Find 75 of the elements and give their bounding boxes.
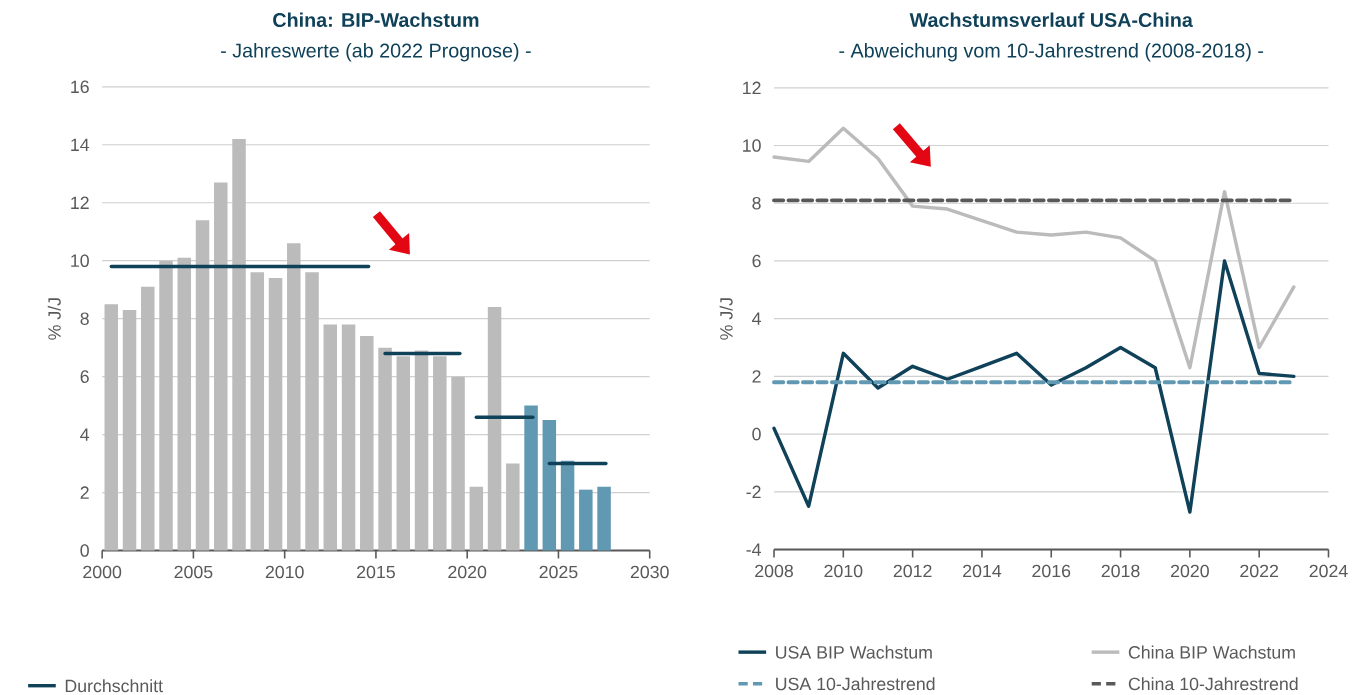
x-tick-label: 2015: [357, 565, 395, 579]
y-tick-label: 2: [80, 486, 89, 499]
bar: [287, 243, 301, 551]
bar: [524, 405, 538, 551]
chart-subtitle: - Abweichung vom 10-Jahrestrend (2008-2018) -: [839, 43, 1264, 62]
y-tick-label: 8: [80, 312, 89, 326]
y-tick-label: 8: [752, 197, 761, 210]
bar: [396, 356, 411, 551]
x-tick-label: 2018: [1101, 564, 1140, 578]
legend-label: Durchschnitt: [65, 679, 163, 693]
legend-label: China BIP Wachstum: [1128, 645, 1295, 659]
bar: [451, 376, 465, 551]
x-tick-label: 2016: [1032, 564, 1071, 578]
x-tick-label: 2020: [1171, 564, 1209, 578]
bar: [506, 463, 520, 551]
y-tick-label: 0: [752, 428, 761, 441]
bar: [560, 460, 575, 551]
bar: [360, 336, 374, 551]
y-tick-label: 14: [71, 138, 90, 152]
y-axis-title: % J/J: [47, 298, 61, 340]
x-tick-label: 2012: [893, 564, 932, 578]
bar: [141, 287, 155, 551]
line-series: [772, 126, 1296, 370]
legend-label: USA 10-Jahrestrend: [776, 677, 935, 691]
x-tick-label: 2010: [265, 565, 304, 579]
bar: [597, 486, 611, 551]
bar: [378, 347, 392, 551]
y-tick-label: 10: [743, 139, 761, 153]
bar: [104, 304, 119, 551]
chart-title: Wachstumsverlauf USA-China: [909, 12, 1193, 28]
chart-subtitle: - Jahreswerte (ab 2022 Prognose) -: [221, 43, 531, 62]
bar: [159, 260, 173, 551]
bar: [341, 324, 356, 551]
legend-label: USA BIP Wachstum: [776, 645, 932, 659]
x-tick-label: 2022: [1240, 564, 1279, 578]
y-tick-label: 2: [752, 370, 761, 383]
x-tick-label: 2020: [448, 565, 487, 579]
x-tick-label: 2010: [824, 564, 863, 578]
bar: [268, 278, 283, 551]
bar: [250, 272, 265, 551]
y-tick-label: -2: [746, 485, 761, 499]
x-tick-label: 2000: [83, 565, 122, 579]
line-series: [772, 259, 1296, 514]
bar: [469, 486, 484, 551]
x-tick-label: 2025: [539, 565, 578, 579]
legend-label: China 10-Jahrestrend: [1128, 677, 1298, 691]
x-tick-label: 2005: [174, 565, 213, 579]
bar: [487, 307, 502, 551]
y-tick-label: -4: [746, 543, 761, 556]
x-tick-label: 2024: [1309, 564, 1348, 578]
chart-title: China: BIP-Wachstum: [273, 12, 479, 28]
y-tick-label: 12: [743, 81, 761, 95]
y-axis-title: % J/J: [719, 298, 733, 340]
bar: [195, 220, 210, 551]
y-tick-label: 16: [71, 80, 89, 94]
x-tick-label: 2008: [755, 564, 793, 578]
bar: [177, 258, 192, 551]
bar: [232, 139, 246, 551]
y-tick-label: 4: [80, 428, 90, 441]
bar: [214, 182, 228, 551]
bar: [305, 272, 319, 551]
y-tick-label: 10: [71, 254, 89, 268]
bar: [433, 356, 447, 551]
y-tick-label: 6: [80, 370, 89, 384]
bar: [323, 324, 338, 551]
bar: [414, 350, 429, 551]
y-tick-label: 4: [752, 312, 761, 325]
x-tick-label: 2030: [630, 565, 669, 579]
x-tick-label: 2014: [963, 564, 1002, 578]
y-tick-label: 6: [752, 254, 761, 268]
bar: [542, 420, 557, 551]
y-tick-label: 12: [71, 196, 89, 210]
y-tick-label: 0: [80, 544, 89, 558]
bar: [122, 310, 137, 551]
bar: [579, 489, 593, 551]
